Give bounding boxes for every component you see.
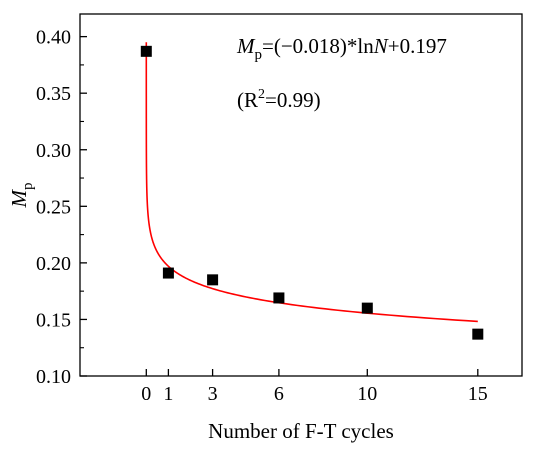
data-point — [273, 292, 285, 304]
data-point — [162, 267, 174, 279]
y-tick-label: 0.20 — [36, 253, 71, 275]
x-axis-label: Number of F-T cycles — [208, 419, 394, 443]
plot-frame — [79, 13, 523, 377]
y-tick-label: 0.25 — [36, 196, 71, 218]
equation-var: N — [373, 34, 389, 58]
y-tick-label: 0.35 — [36, 83, 71, 105]
data-point — [361, 302, 373, 314]
y-tick-label: 0.10 — [36, 366, 71, 388]
y-tick-label: 0.30 — [36, 140, 71, 162]
data-point — [472, 328, 484, 340]
data-point — [140, 45, 152, 57]
x-tick-label: 10 — [357, 383, 377, 405]
x-tick-label: 0 — [141, 383, 151, 405]
r2-post: =0.99) — [265, 88, 321, 112]
fit-curve-layer — [145, 42, 478, 323]
data-point — [207, 274, 219, 286]
y-axis-label: Mp — [7, 183, 36, 209]
equation-rhs-post: +0.197 — [388, 34, 447, 58]
r2-pre: (R — [237, 88, 258, 112]
fit-curve — [145, 42, 478, 323]
y-axis-label-main: M — [7, 189, 31, 209]
x-tick-label: 15 — [468, 383, 488, 405]
equation-lhs-sub: p — [255, 47, 263, 63]
x-tick-label: 3 — [208, 383, 218, 405]
x-ticks: 0 1 3 6 10 15 — [141, 369, 488, 405]
y-tick-label: 0.40 — [36, 27, 71, 49]
data-points-layer — [140, 45, 484, 340]
fit-equation: Mp=(−0.018)*lnN+0.197 — [236, 34, 447, 63]
x-tick-label: 6 — [274, 383, 284, 405]
r2-sup: 2 — [258, 87, 265, 102]
y-axis-label-sub: p — [20, 183, 36, 191]
y-ticks: 0.10 0.15 0.20 0.25 0.30 0.35 0.40 — [36, 27, 87, 388]
y-tick-label: 0.15 — [36, 309, 71, 331]
x-tick-label: 1 — [163, 383, 173, 405]
equation-lhs-main: M — [236, 34, 256, 58]
equation-rhs-pre: =(−0.018)*ln — [262, 34, 374, 58]
r-squared-label: (R2=0.99) — [237, 87, 321, 112]
